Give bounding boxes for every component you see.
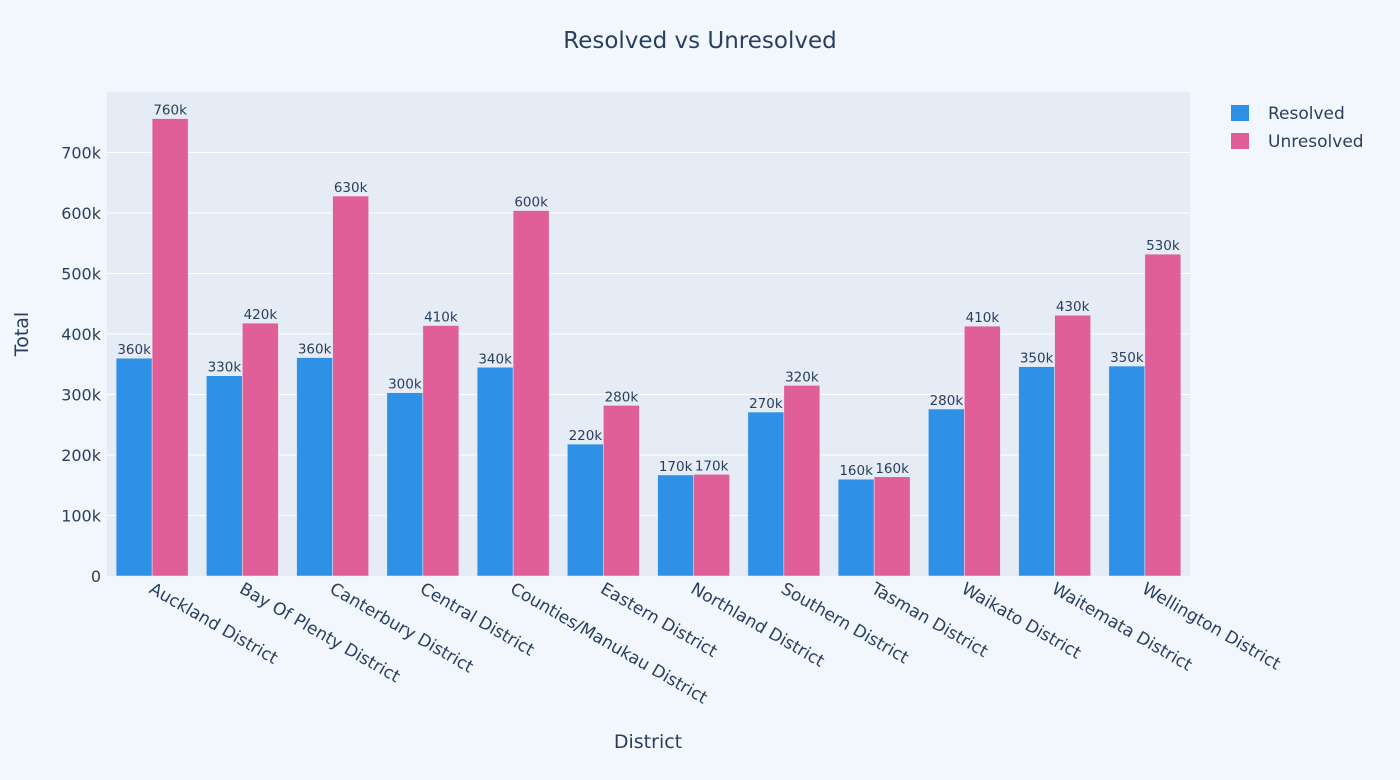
- data-label: 320k: [785, 369, 819, 385]
- bar-unresolved-8[interactable]: [873, 476, 911, 577]
- bar-resolved-6[interactable]: [657, 474, 694, 577]
- x-tick-label: Canterbury District: [326, 579, 477, 678]
- y-tick-label: 700k: [61, 144, 102, 163]
- data-label: 350k: [1020, 351, 1054, 367]
- data-label: 300k: [388, 377, 422, 393]
- data-label: 160k: [839, 463, 873, 479]
- data-label: 420k: [244, 307, 278, 323]
- data-label: 170k: [695, 458, 729, 474]
- data-label: 270k: [749, 396, 783, 412]
- bar-resolved-4[interactable]: [476, 367, 514, 577]
- legend-swatch: [1231, 105, 1249, 121]
- data-label: 530k: [1146, 238, 1180, 254]
- bar-resolved-2[interactable]: [296, 357, 333, 577]
- bar-resolved-8[interactable]: [837, 478, 875, 577]
- y-tick-label: 300k: [61, 386, 102, 405]
- data-label: 330k: [208, 360, 242, 376]
- data-label: 160k: [875, 461, 909, 477]
- data-label: 360k: [298, 342, 332, 358]
- legend-label: Resolved: [1268, 104, 1345, 124]
- bar-unresolved-1[interactable]: [242, 322, 279, 577]
- bar-unresolved-7[interactable]: [783, 385, 821, 577]
- chart-title: Resolved vs Unresolved: [563, 28, 836, 54]
- y-tick-label: 600k: [61, 204, 102, 223]
- bar-resolved-3[interactable]: [386, 392, 424, 577]
- data-label: 630k: [334, 180, 368, 196]
- legend-swatch: [1231, 133, 1249, 149]
- bar-unresolved-11[interactable]: [1144, 253, 1182, 577]
- data-label: 360k: [117, 342, 151, 358]
- bar-resolved-11[interactable]: [1108, 365, 1146, 577]
- plot-area: [107, 92, 1190, 576]
- data-label: 600k: [514, 195, 548, 211]
- legend-label: Unresolved: [1268, 132, 1364, 152]
- y-tick-label: 400k: [61, 325, 102, 344]
- y-tick-label: 100k: [61, 507, 102, 526]
- y-axis-title: Total: [11, 312, 33, 357]
- bar-unresolved-6[interactable]: [693, 474, 730, 577]
- y-tick-label: 500k: [61, 265, 102, 284]
- bars: 360k 330k 360k 300k 340k 220k 170k 270k 160k 280k…: [115, 103, 1182, 577]
- bar-resolved-7[interactable]: [747, 411, 785, 577]
- data-label: 220k: [569, 428, 603, 444]
- data-label: 410k: [424, 310, 458, 326]
- bar-resolved-0[interactable]: [115, 357, 153, 577]
- legend-item-resolved[interactable]: Resolved: [1231, 104, 1345, 124]
- data-label: 280k: [930, 393, 964, 409]
- bar-unresolved-10[interactable]: [1054, 314, 1091, 577]
- legend-item-unresolved[interactable]: Unresolved: [1231, 132, 1364, 152]
- y-tick-label: 200k: [61, 446, 102, 465]
- bar-resolved-10[interactable]: [1018, 366, 1055, 577]
- y-tick-label: 0: [91, 567, 101, 586]
- x-tick-label: Bay Of Plenty District: [236, 579, 404, 687]
- data-label: 340k: [478, 351, 512, 367]
- data-label: 410k: [966, 310, 1000, 326]
- bar-unresolved-4[interactable]: [512, 210, 550, 577]
- data-label: 170k: [659, 459, 693, 475]
- bar-unresolved-5[interactable]: [603, 405, 640, 577]
- bar-unresolved-3[interactable]: [422, 325, 460, 577]
- x-axis-title: District: [614, 731, 682, 753]
- bar-unresolved-0[interactable]: [151, 118, 189, 577]
- bar-resolved-1[interactable]: [206, 375, 243, 577]
- bar-resolved-9[interactable]: [928, 408, 965, 577]
- data-label: 350k: [1110, 350, 1144, 366]
- bar-unresolved-9[interactable]: [964, 325, 1001, 577]
- data-label: 760k: [153, 103, 187, 119]
- data-label: 430k: [1056, 299, 1090, 315]
- legend[interactable]: Resolved Unresolved: [1231, 104, 1364, 152]
- bar-resolved-5[interactable]: [567, 443, 604, 577]
- data-label: 280k: [605, 389, 639, 405]
- bar-unresolved-2[interactable]: [332, 195, 369, 577]
